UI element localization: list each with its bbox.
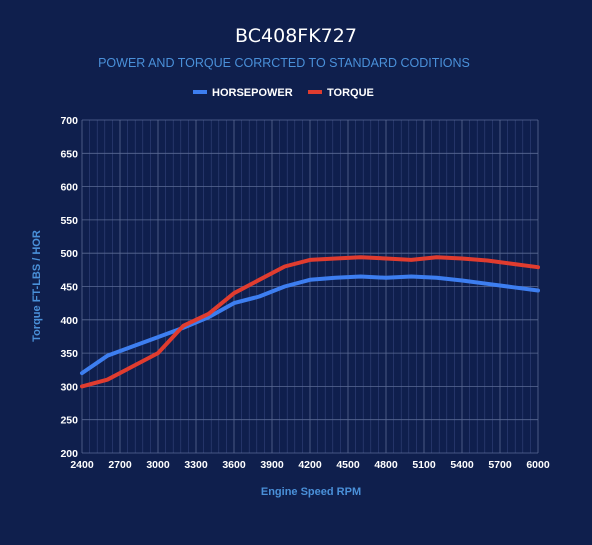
y-axis-title: Torque FT-LBS / HOR — [31, 230, 43, 342]
y-axis-ticks: 200 250 300 350 400 450 500 550 600 650 700 — [60, 115, 78, 460]
grid-major — [81, 119, 539, 454]
x-tick-label: 3000 — [146, 459, 170, 471]
y-tick-label: 600 — [60, 182, 78, 194]
x-tick-label: 3900 — [260, 459, 284, 471]
x-tick-label: 5400 — [450, 459, 474, 471]
series-line-torque — [80, 255, 540, 389]
legend-label-horsepower: HORSEPOWER — [212, 87, 293, 99]
x-tick-label: 2700 — [108, 459, 132, 471]
series-line-horsepower — [80, 274, 540, 376]
x-tick-label: 4500 — [336, 459, 360, 471]
legend: HORSEPOWER TORQUE — [193, 87, 374, 99]
y-tick-label: 300 — [60, 381, 78, 393]
y-tick-label: 400 — [60, 315, 78, 327]
x-tick-label: 3600 — [222, 459, 246, 471]
series-lines — [80, 255, 540, 389]
x-axis-ticks: 2400 2700 3000 3300 3600 3900 4200 4500 4800 5100… — [70, 459, 550, 471]
y-tick-label: 500 — [60, 248, 78, 260]
x-tick-label: 5700 — [488, 459, 512, 471]
y-tick-label: 350 — [60, 348, 78, 360]
x-tick-label: 4200 — [298, 459, 322, 471]
x-tick-label: 6000 — [526, 459, 550, 471]
y-tick-label: 650 — [60, 148, 78, 160]
legend-label-torque: TORQUE — [327, 87, 374, 99]
y-tick-label: 200 — [60, 448, 78, 460]
y-tick-label: 250 — [60, 415, 78, 427]
y-tick-label: 550 — [60, 215, 78, 227]
chart-title: BC408FK727 — [235, 25, 357, 47]
x-axis-title: Engine Speed RPM — [261, 486, 361, 498]
x-tick-label: 3300 — [184, 459, 208, 471]
y-tick-label: 700 — [60, 115, 78, 127]
chart-subtitle: POWER AND TORQUE CORRCTED TO STANDARD CO… — [98, 56, 470, 70]
x-tick-label: 4800 — [374, 459, 398, 471]
x-tick-label: 5100 — [412, 459, 436, 471]
x-tick-label: 2400 — [70, 459, 94, 471]
y-tick-label: 450 — [60, 282, 78, 294]
